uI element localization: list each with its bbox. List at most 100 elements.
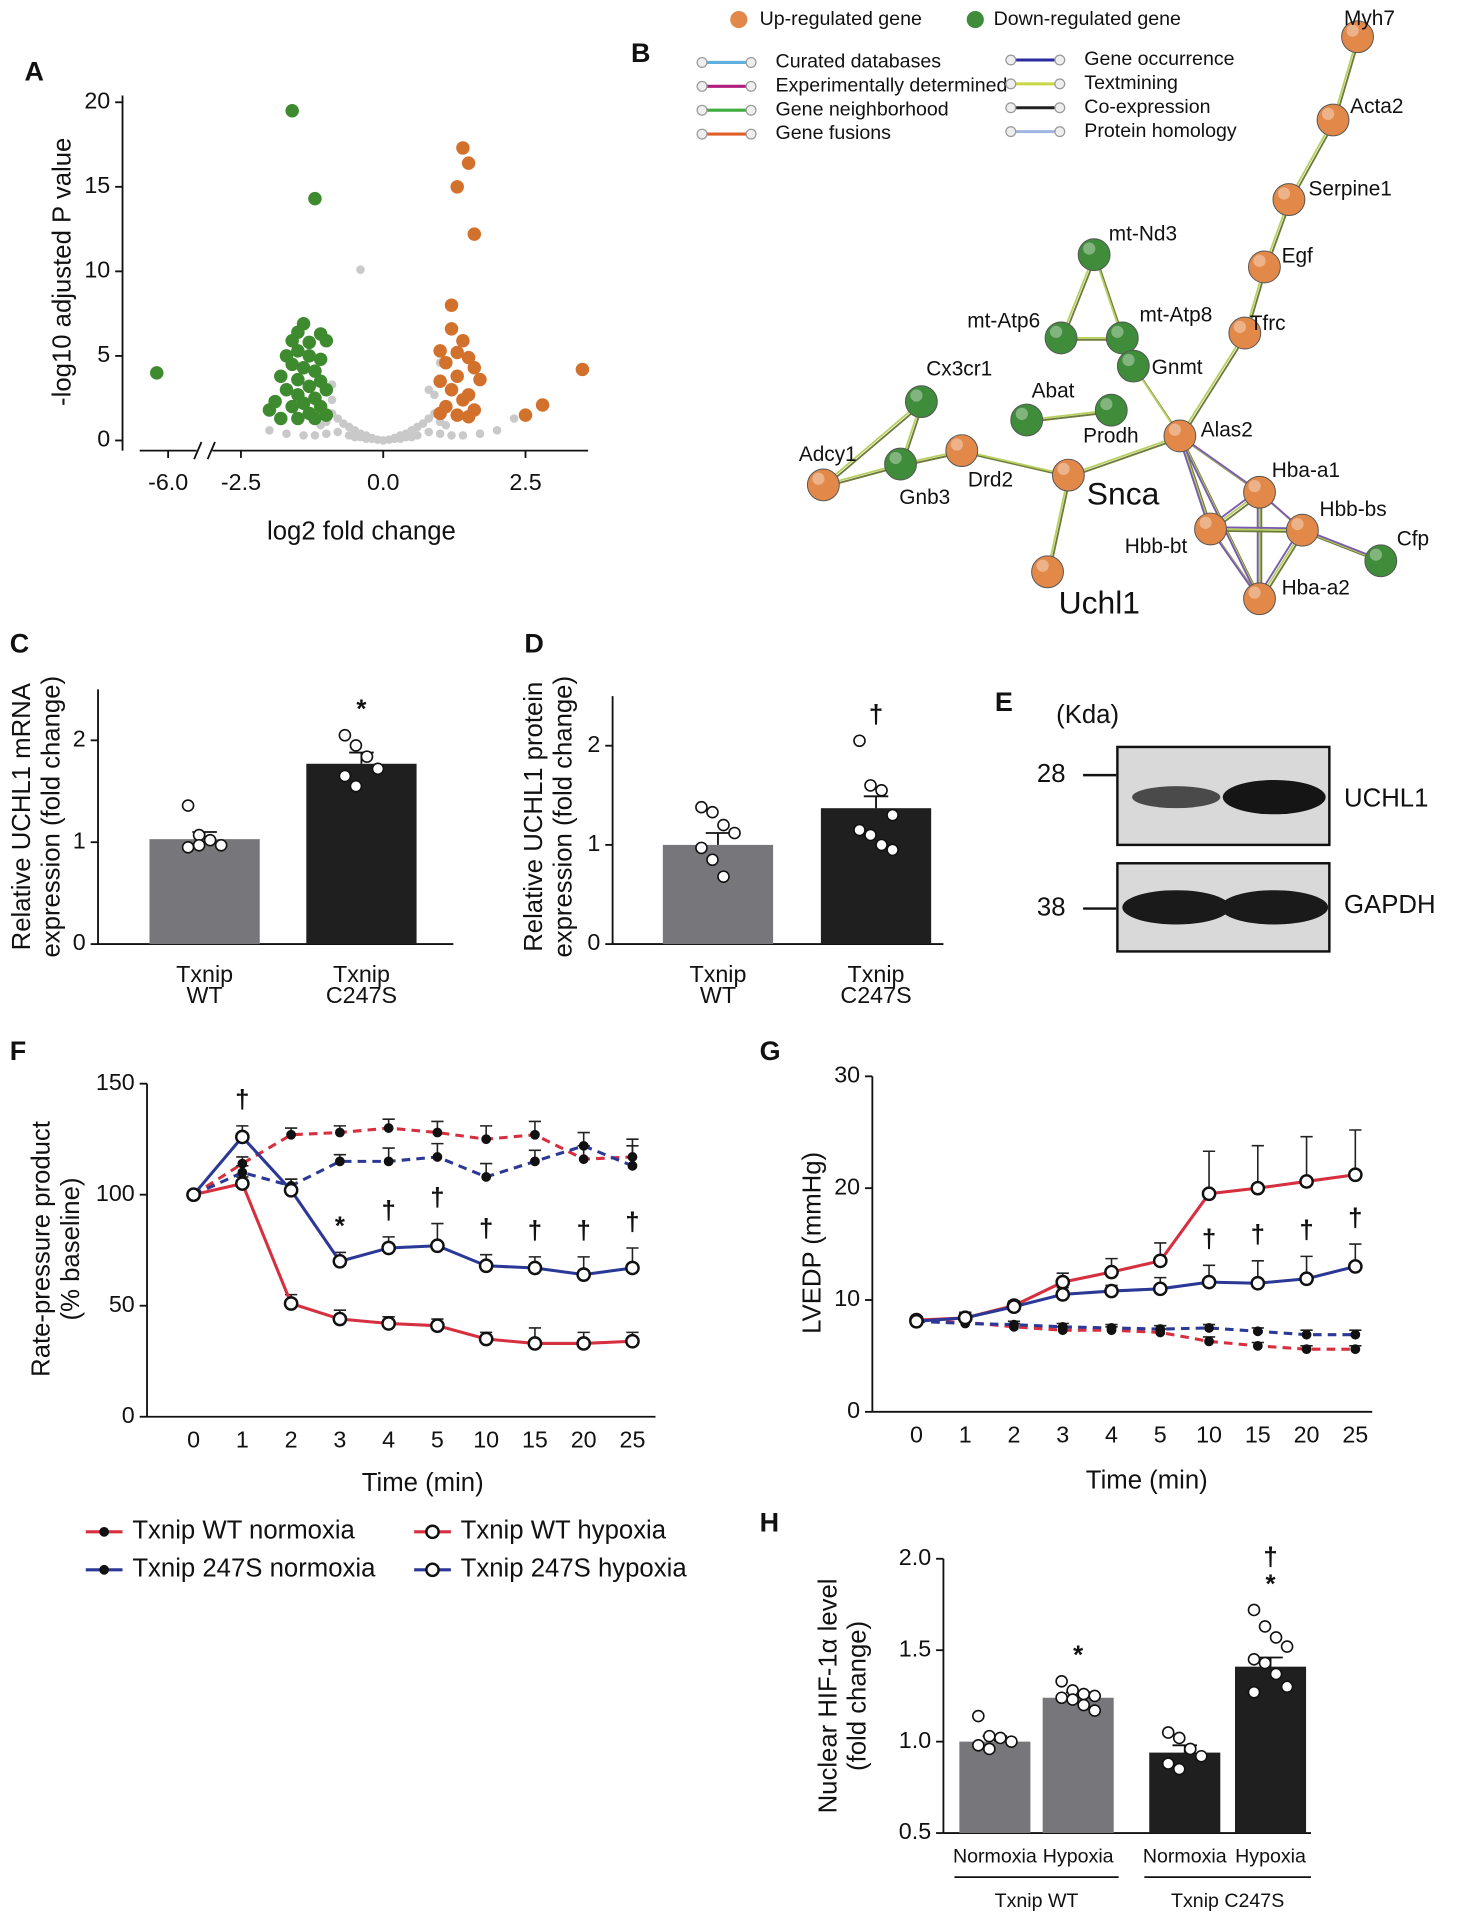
x-axis-title: log2 fold change (267, 517, 456, 545)
legend-edge-end (696, 128, 708, 140)
point (527, 1260, 543, 1276)
legend-edge-end (696, 56, 708, 68)
y-tick-label: 2 (73, 725, 86, 751)
data-point (1247, 1685, 1261, 1699)
gene-node (1031, 555, 1064, 589)
significance: † (235, 1086, 249, 1114)
x-tick-label: Txnip (176, 961, 233, 987)
point (1204, 1336, 1214, 1347)
x-tick-label: Normoxia (1143, 1846, 1227, 1868)
panel-label: E (995, 687, 1013, 717)
y-tick-label: 0.5 (899, 1818, 931, 1844)
point (530, 1129, 540, 1140)
x-tick-label: 4 (382, 1426, 395, 1452)
gene-node (1228, 316, 1262, 350)
legend-label: Txnip 247S normoxia (132, 1555, 376, 1583)
point (381, 1316, 396, 1331)
point (1347, 1167, 1363, 1183)
y-axis-title: -log10 adjusted P value (49, 138, 77, 406)
point (274, 411, 288, 426)
y-tick-label: 1.5 (899, 1635, 931, 1661)
data-point (1088, 1704, 1102, 1717)
point (383, 1156, 394, 1167)
point (302, 379, 316, 394)
significance: † (1251, 1221, 1265, 1249)
legend-edge-end (1005, 78, 1017, 90)
legend-label: Gene neighborhood (776, 98, 949, 120)
point (456, 333, 470, 348)
point (361, 434, 371, 444)
legend-marker (99, 1564, 110, 1575)
y-axis-title: Rate-pressure product (28, 1121, 56, 1377)
panel-label: D (524, 628, 543, 658)
point (424, 385, 434, 395)
point (627, 1152, 638, 1162)
point (237, 1167, 248, 1178)
node-highlight (1122, 353, 1135, 367)
gene-node (1285, 513, 1319, 547)
legend-edge-end (1005, 102, 1017, 114)
x-tick-label: 10 (473, 1426, 499, 1452)
gene-node (1010, 403, 1044, 437)
legend-edge-end (1005, 54, 1017, 66)
point (456, 393, 470, 407)
y-axis-title: Relative UCHL1 mRNA (8, 682, 36, 950)
significance: * (335, 1213, 345, 1241)
data-point (1258, 1620, 1272, 1633)
bar (149, 839, 260, 945)
data-point (972, 1709, 985, 1723)
point (381, 1240, 396, 1256)
bar (1042, 1697, 1114, 1834)
gene-label: Hbb-bs (1320, 498, 1387, 521)
node-highlight (1233, 320, 1247, 334)
data-point (864, 828, 877, 842)
point (1152, 1281, 1168, 1297)
edge (1046, 474, 1070, 573)
point (527, 1336, 543, 1351)
point (450, 369, 464, 383)
data-point (338, 728, 352, 742)
data-point (349, 779, 363, 793)
y-tick-label: 15 (84, 172, 110, 198)
point (447, 431, 456, 440)
blot-unit: (Kda) (1056, 701, 1119, 729)
x-tick-label: 5 (431, 1426, 444, 1452)
point (350, 432, 360, 442)
panel-label: F (10, 1036, 26, 1066)
point (285, 357, 299, 372)
data-point (181, 840, 195, 854)
y-tick-label: 50 (109, 1291, 135, 1317)
point (1250, 1275, 1266, 1291)
point (433, 344, 447, 358)
point (333, 414, 342, 423)
point (481, 1172, 492, 1182)
data-point (695, 800, 708, 814)
error-bar (1300, 1135, 1313, 1182)
point (1155, 1324, 1166, 1334)
y-tick-label: 30 (834, 1061, 860, 1087)
gene-label: Hba-a1 (1272, 459, 1340, 482)
node-highlight (950, 438, 964, 451)
point (518, 408, 533, 422)
node-highlight (1248, 480, 1261, 493)
data-point (1055, 1691, 1068, 1705)
data-point (1005, 1735, 1018, 1748)
significance: * (1266, 1570, 1276, 1598)
point (575, 362, 590, 377)
node-highlight (812, 472, 825, 485)
point (1301, 1329, 1312, 1340)
gene-node (1044, 321, 1078, 355)
point (433, 406, 447, 421)
point (237, 1158, 248, 1169)
data-point (875, 784, 888, 797)
error-bar (1349, 1129, 1362, 1175)
point (262, 403, 277, 417)
point (430, 1318, 445, 1334)
legend-label: Txnip 247S hypoxia (461, 1555, 688, 1583)
node-highlight (1057, 462, 1070, 476)
x-tick-label: 20 (571, 1426, 597, 1452)
point (458, 431, 468, 440)
significance: † (381, 1197, 395, 1225)
gene-label: Uchl1 (1059, 584, 1140, 620)
